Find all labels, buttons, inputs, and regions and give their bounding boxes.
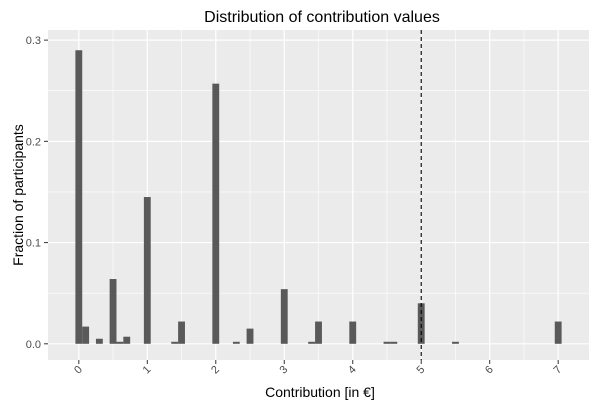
x-tick-label: 4	[346, 364, 359, 377]
histogram-bar	[452, 341, 459, 344]
histogram-bar	[308, 341, 316, 344]
histogram-bar	[383, 341, 391, 344]
histogram-bar	[417, 303, 425, 344]
histogram-bar	[123, 336, 131, 344]
x-tick-label: 5	[415, 364, 428, 377]
x-tick-label: 2	[209, 364, 222, 377]
histogram-bar	[82, 326, 90, 344]
histogram-bar	[554, 321, 562, 344]
x-axis-title: Contribution [in €]	[265, 384, 375, 400]
histogram-bar	[109, 279, 117, 344]
histogram-bar	[95, 338, 103, 344]
histogram-bar	[178, 321, 185, 344]
x-tick-label: 0	[72, 364, 85, 377]
bars	[75, 50, 562, 344]
y-axis: 0.0 0.1 0.2 0.3	[26, 35, 48, 351]
histogram-bar	[212, 83, 220, 344]
x-tick-label: 1	[141, 364, 154, 377]
x-tick-label: 3	[278, 364, 291, 377]
x-tick-label: 6	[483, 364, 496, 377]
histogram-bar	[232, 341, 240, 344]
histogram-bar	[171, 341, 179, 344]
histogram-bar	[390, 341, 398, 344]
histogram-bar	[75, 50, 83, 344]
histogram-bar	[246, 328, 254, 344]
chart-title: Distribution of contribution values	[204, 9, 440, 26]
y-axis-title: Fraction of participants	[10, 124, 26, 266]
y-tick-label: 0.0	[26, 339, 41, 351]
y-tick-label: 0.3	[26, 35, 41, 47]
histogram-bar	[116, 341, 124, 344]
histogram-bar	[349, 321, 357, 344]
x-tick-label: 7	[551, 364, 564, 377]
histogram-bar	[280, 289, 288, 344]
histogram-bar	[315, 321, 322, 344]
minor-grid	[48, 30, 589, 360]
histogram-bar	[143, 197, 151, 344]
y-tick-label: 0.2	[26, 136, 41, 148]
y-tick-label: 0.1	[26, 238, 41, 250]
x-axis: 0 1 2 3 4 5 6 7	[72, 360, 564, 376]
